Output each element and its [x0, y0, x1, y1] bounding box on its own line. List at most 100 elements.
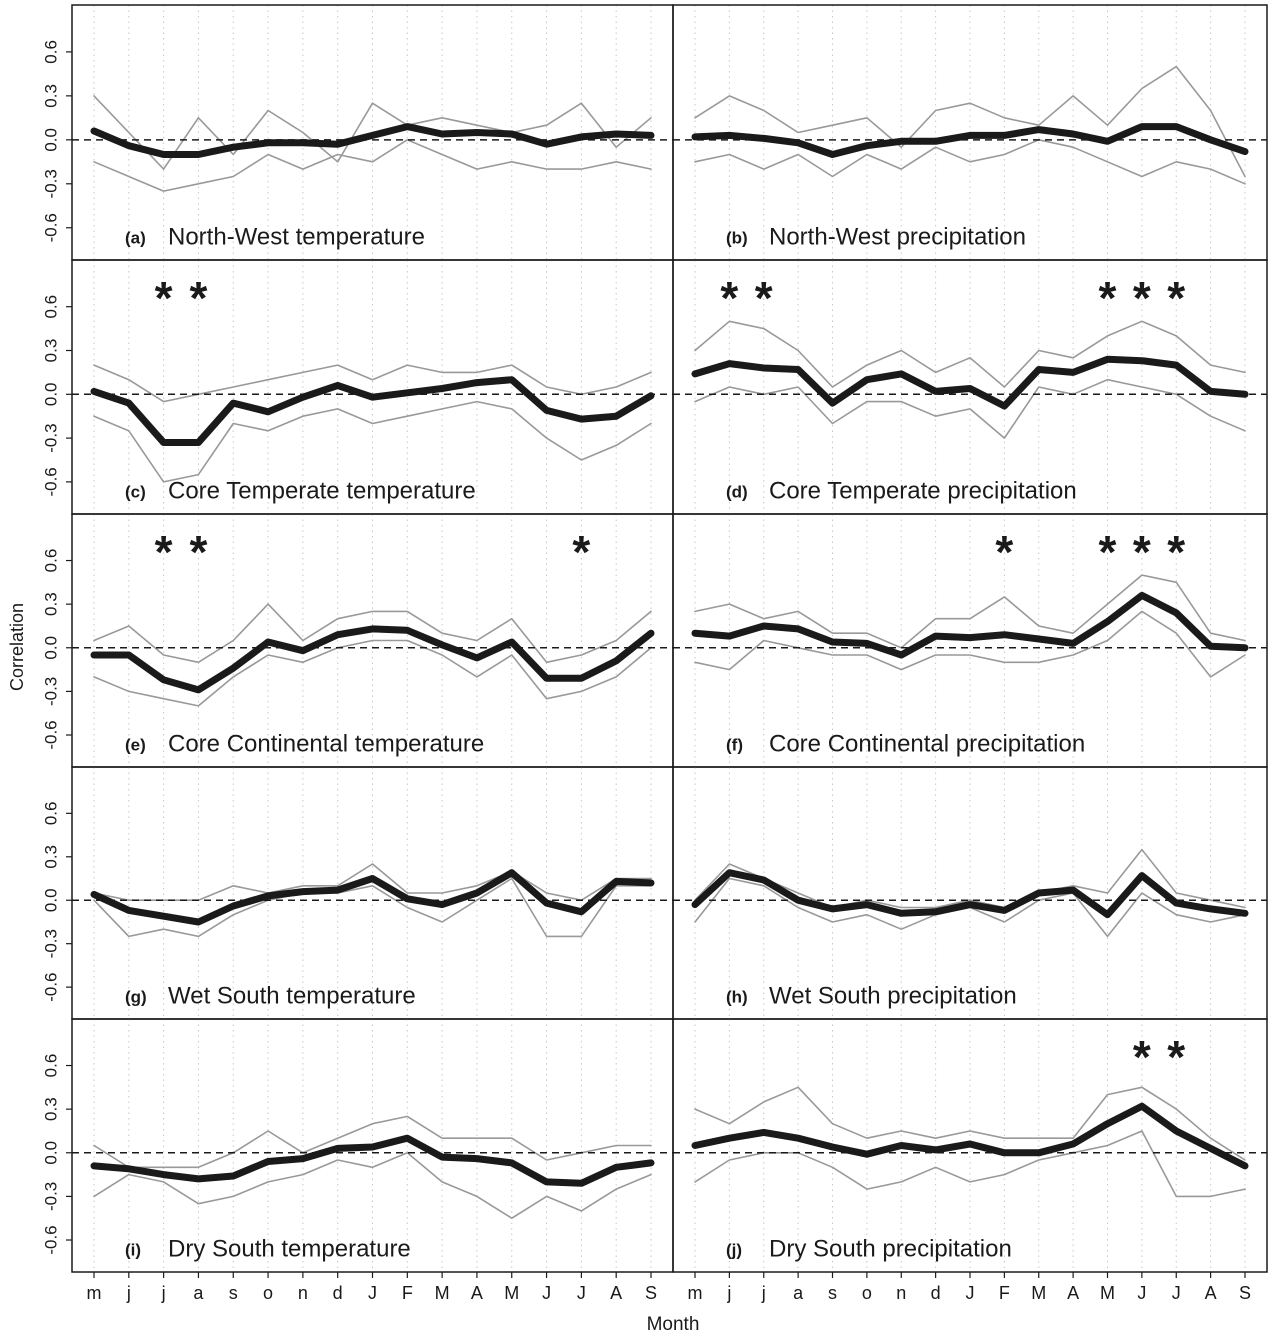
- x-tick-label: o: [862, 1283, 872, 1303]
- y-tick-label: -0.6: [41, 1225, 60, 1254]
- y-tick-label: 0.0: [41, 1141, 60, 1165]
- panel-label: (g): [125, 987, 147, 1006]
- series-line: [93, 95, 652, 170]
- significance-marker: *: [1133, 526, 1151, 578]
- panel-frame: [71, 766, 674, 1020]
- y-tick-label: 0.0: [41, 128, 60, 152]
- panel-label: (b): [726, 228, 748, 247]
- series-line: [694, 378, 1246, 439]
- significance-marker: *: [1167, 526, 1185, 578]
- panel-title: North-West precipitation: [769, 223, 1026, 250]
- panel-label: (j): [726, 1240, 742, 1259]
- mean-line: [691, 123, 1249, 158]
- panel-title: Wet South temperature: [168, 982, 416, 1009]
- significance-marker: *: [995, 526, 1013, 578]
- series-line: [93, 139, 652, 192]
- x-tick-label: J: [368, 1283, 377, 1303]
- series-line: [93, 400, 652, 483]
- panel-label: (h): [726, 987, 748, 1006]
- y-tick-label: -0.3: [41, 1182, 60, 1211]
- x-tick-label: J: [1172, 1283, 1181, 1303]
- significance-marker: *: [155, 272, 173, 324]
- mean-line: [90, 1134, 655, 1187]
- x-tick-label: m: [688, 1283, 703, 1303]
- x-tick-label: o: [263, 1283, 273, 1303]
- significance-marker: *: [1167, 272, 1185, 324]
- x-tick-label: J: [577, 1283, 586, 1303]
- significance-marker: *: [755, 272, 773, 324]
- y-tick-label: -0.3: [41, 423, 60, 452]
- panel-title: Core Temperate precipitation: [769, 477, 1077, 504]
- x-tick-label: M: [435, 1283, 450, 1303]
- x-tick-label: J: [542, 1283, 551, 1303]
- mean-line: [90, 123, 655, 158]
- x-tick-label: a: [793, 1283, 804, 1303]
- y-tick-label: 0.0: [41, 636, 60, 660]
- panel-label: (a): [125, 228, 146, 247]
- y-tick-label: 0.6: [41, 549, 60, 573]
- y-tick-label: 0.6: [41, 802, 60, 826]
- x-tick-label: F: [402, 1283, 413, 1303]
- y-tick-label: 0.6: [41, 40, 60, 64]
- series-line: [93, 639, 652, 707]
- mean-line: [90, 869, 655, 926]
- panel-label: (e): [125, 735, 146, 754]
- y-tick-label: -0.3: [41, 169, 60, 198]
- significance-marker: *: [1167, 1031, 1185, 1083]
- x-tick-label: m: [87, 1283, 102, 1303]
- y-tick-label: 0.3: [41, 339, 60, 363]
- x-tick-label: A: [610, 1283, 622, 1303]
- mean-line: [691, 1102, 1249, 1170]
- y-tick-label: 0.3: [41, 845, 60, 869]
- panel-title: North-West temperature: [168, 223, 425, 250]
- panel-label: (f): [726, 735, 743, 754]
- mean-line: [90, 625, 655, 694]
- y-axis-label: Correlation: [7, 603, 27, 691]
- series-line: [694, 610, 1246, 678]
- mean-line: [691, 355, 1249, 410]
- series-line: [694, 65, 1246, 178]
- x-tick-label: M: [1031, 1283, 1046, 1303]
- panel-label: (d): [726, 482, 748, 501]
- panel-title: Dry South temperature: [168, 1235, 411, 1262]
- mean-line: [691, 869, 1249, 919]
- significance-marker: *: [155, 526, 173, 578]
- x-tick-label: j: [126, 1283, 131, 1303]
- y-tick-label: -0.6: [41, 720, 60, 749]
- y-tick-label: 0.6: [41, 1054, 60, 1078]
- x-tick-label: d: [333, 1283, 343, 1303]
- y-tick-label: 0.6: [41, 295, 60, 319]
- significance-marker: *: [720, 272, 738, 324]
- significance-marker: *: [1133, 1031, 1151, 1083]
- x-tick-label: j: [761, 1283, 766, 1303]
- significance-marker: *: [1099, 526, 1117, 578]
- series-line: [694, 574, 1246, 649]
- x-tick-label: n: [896, 1283, 906, 1303]
- panel-label: (c): [125, 482, 146, 501]
- series-line: [93, 603, 652, 664]
- x-tick-label: J: [1137, 1283, 1146, 1303]
- x-tick-label: A: [1205, 1283, 1217, 1303]
- x-tick-label: M: [1100, 1283, 1115, 1303]
- x-tick-label: d: [931, 1283, 941, 1303]
- x-tick-label: M: [504, 1283, 519, 1303]
- x-axis-label: Month: [647, 1314, 700, 1335]
- x-tick-label: a: [193, 1283, 204, 1303]
- x-tick-label: s: [229, 1283, 238, 1303]
- y-tick-label: -0.3: [41, 677, 60, 706]
- x-tick-label: F: [999, 1283, 1010, 1303]
- panel-title: Core Temperate temperature: [168, 477, 476, 504]
- x-tick-label: J: [966, 1283, 975, 1303]
- significance-marker: *: [189, 526, 207, 578]
- x-tick-label: S: [1239, 1283, 1251, 1303]
- x-tick-label: S: [645, 1283, 657, 1303]
- series-line: [694, 1086, 1246, 1161]
- x-tick-label: j: [726, 1283, 731, 1303]
- series-line: [93, 877, 652, 938]
- significance-marker: *: [1133, 272, 1151, 324]
- y-tick-label: 0.0: [41, 382, 60, 406]
- panel-title: Core Continental precipitation: [769, 730, 1085, 757]
- panel-label: (i): [125, 1240, 141, 1259]
- y-tick-label: -0.6: [41, 213, 60, 242]
